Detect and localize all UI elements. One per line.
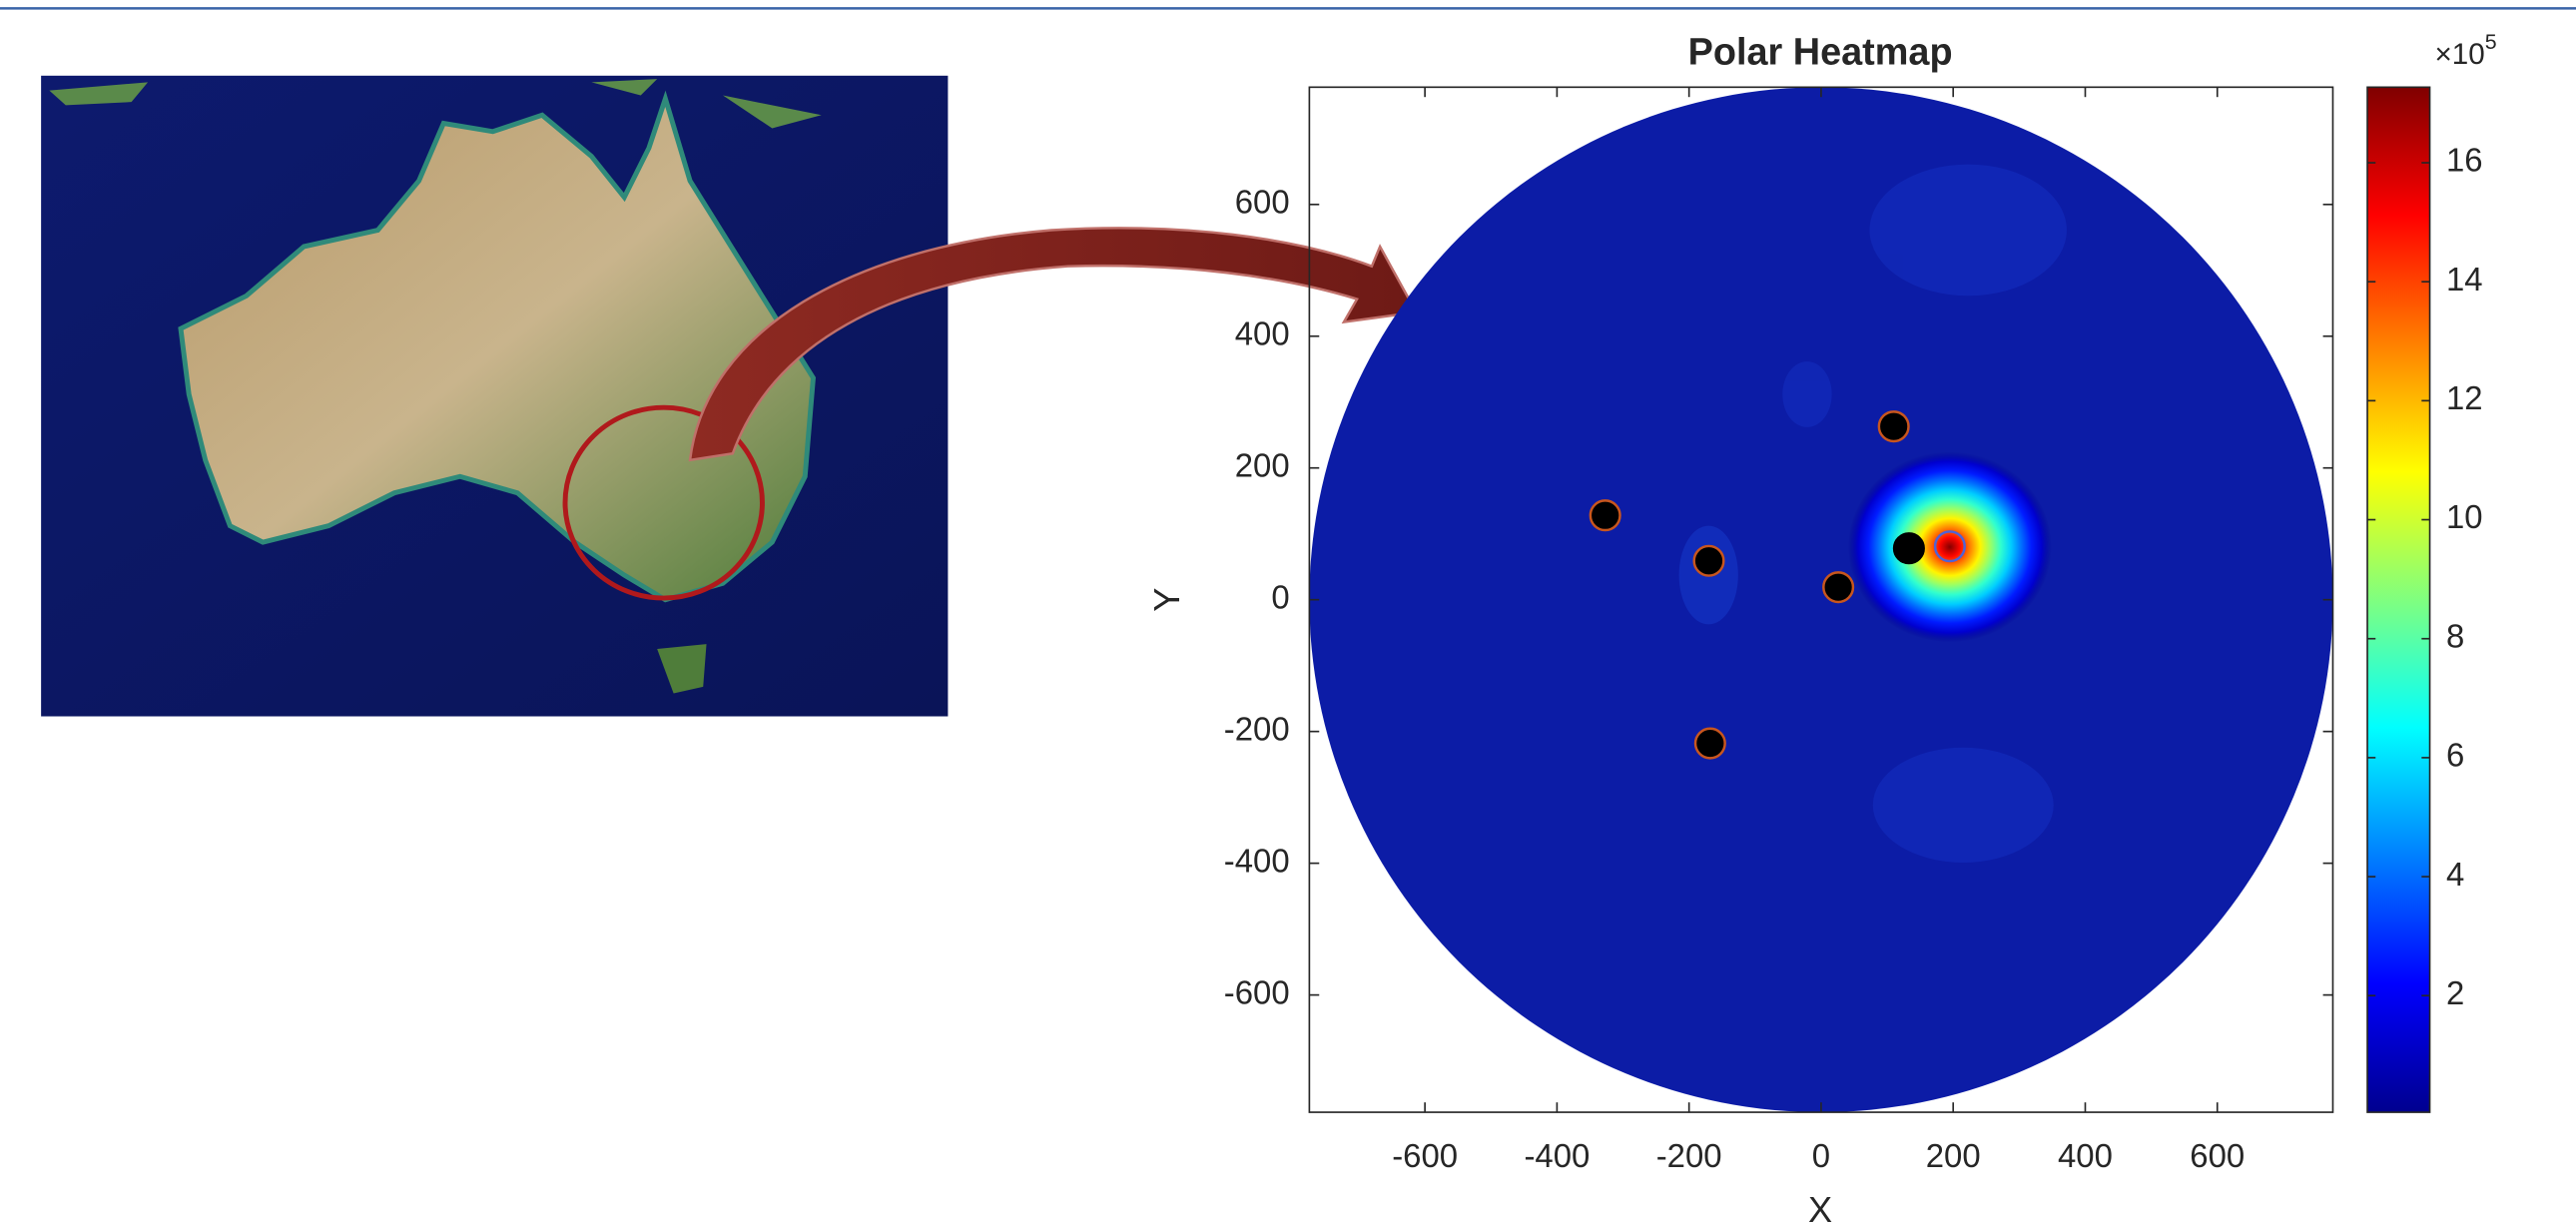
field-texture [1678, 164, 2067, 863]
colorbar-tick-label: 8 [2446, 617, 2464, 654]
colorbar-tick-label: 2 [2446, 974, 2464, 1011]
colorbar-multiplier: ×105 [2434, 30, 2496, 71]
scatter-point [1822, 571, 1855, 604]
colorbar-exponent: 5 [2485, 30, 2497, 54]
x-tick-label: 200 [1926, 1137, 1981, 1174]
colorbar-tick-label: 14 [2446, 261, 2483, 298]
scatter-point [1589, 499, 1621, 532]
x-tick-label: -400 [1524, 1137, 1590, 1174]
colorbar-tick-label: 12 [2446, 379, 2483, 416]
polar-field [1309, 87, 2333, 1113]
y-tick-label: -600 [1224, 973, 1290, 1010]
scatter-point [1933, 530, 1966, 563]
x-tick-label: 600 [2190, 1137, 2245, 1174]
x-tick-label: 400 [2058, 1137, 2113, 1174]
scatter-point [1877, 410, 1910, 443]
colorbar: 2 4 6 8 10 12 14 16 [2366, 86, 2483, 1113]
x-tick-label: -600 [1392, 1137, 1458, 1174]
chart-title: Polar Heatmap [1688, 31, 1953, 73]
x-tick-label: 0 [1812, 1137, 1830, 1174]
y-tick-label: 400 [1235, 314, 1290, 351]
colorbar-tick-label: 4 [2446, 856, 2464, 893]
y-tick-label: 600 [1235, 183, 1290, 220]
y-axis-label: Y [1146, 588, 1187, 612]
x-tick-label: -200 [1656, 1137, 1722, 1174]
hotspot [1847, 451, 2052, 643]
scatter-point [1892, 532, 1925, 565]
plot-area: -600 -400 -200 0 200 400 600 -600 -400 -200 0 200 40… [1224, 86, 2334, 1174]
scatter-point [1692, 544, 1725, 577]
colorbar-base: ×10 [2434, 38, 2484, 71]
colorbar-tick-label: 10 [2446, 498, 2483, 535]
y-tick-label: -400 [1224, 842, 1290, 879]
y-tick-label: 200 [1235, 446, 1290, 483]
scatter-point [1693, 727, 1726, 760]
colorbar-tick-label: 6 [2446, 737, 2464, 774]
colorbar-scale [2366, 86, 2431, 1113]
x-axis-label: X [1808, 1189, 1832, 1229]
y-tick-label: 0 [1271, 578, 1289, 615]
map-image [41, 75, 1419, 717]
colorbar-tick-label: 16 [2446, 142, 2483, 179]
y-tick-label: -200 [1224, 710, 1290, 747]
